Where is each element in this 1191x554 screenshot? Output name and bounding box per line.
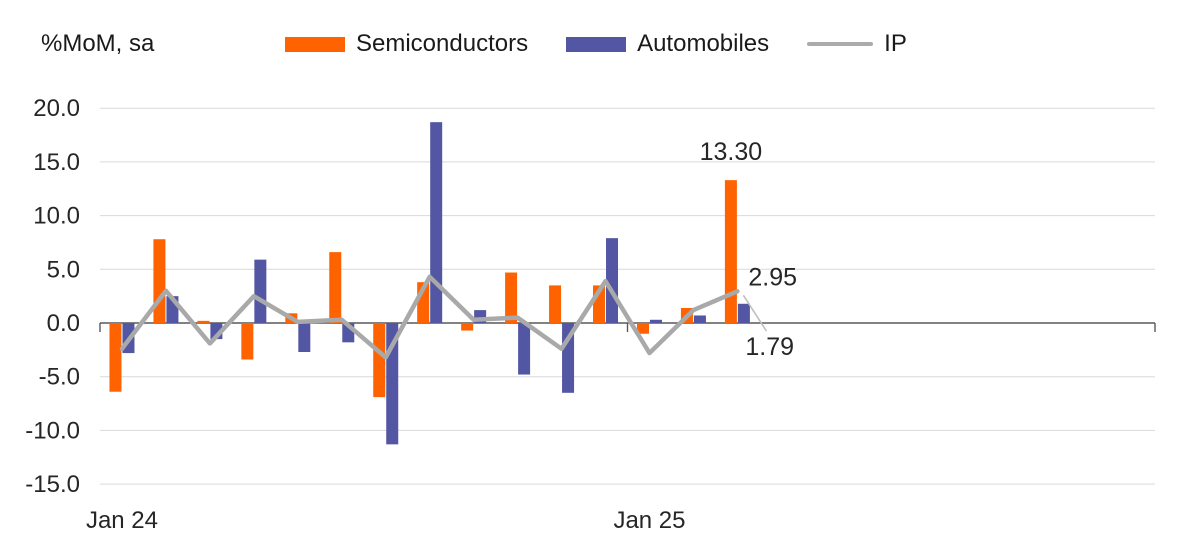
svg-text:-5.0: -5.0 — [39, 364, 80, 391]
svg-text:1.79: 1.79 — [745, 333, 794, 361]
svg-text:2.95: 2.95 — [748, 263, 797, 291]
svg-text:15.0: 15.0 — [33, 149, 80, 176]
chart-title: %MoM, sa — [41, 30, 155, 57]
svg-text:Jan 25: Jan 25 — [613, 507, 685, 534]
semiconductors-swatch-icon — [285, 36, 345, 52]
legend-label-semiconductors: Semiconductors — [356, 30, 529, 57]
legend: Semiconductors Automobiles IP — [285, 30, 907, 58]
legend-label-ip: IP — [884, 30, 907, 57]
svg-text:0.0: 0.0 — [47, 310, 80, 337]
svg-text:-15.0: -15.0 — [25, 471, 80, 498]
legend-label-automobiles: Automobiles — [637, 30, 770, 57]
svg-text:10.0: 10.0 — [33, 203, 80, 230]
automobiles-swatch-icon — [566, 36, 627, 52]
legend-item-automobiles: Automobiles — [566, 30, 769, 58]
legend-item-ip: IP — [807, 30, 907, 58]
svg-text:5.0: 5.0 — [47, 256, 80, 283]
svg-text:Jan 24: Jan 24 — [86, 507, 158, 534]
svg-text:13.30: 13.30 — [700, 138, 763, 166]
legend-item-semiconductors: Semiconductors — [285, 30, 528, 58]
svg-text:20.0: 20.0 — [33, 95, 80, 122]
svg-text:-10.0: -10.0 — [25, 417, 80, 444]
ip-line-swatch-icon — [807, 42, 874, 46]
